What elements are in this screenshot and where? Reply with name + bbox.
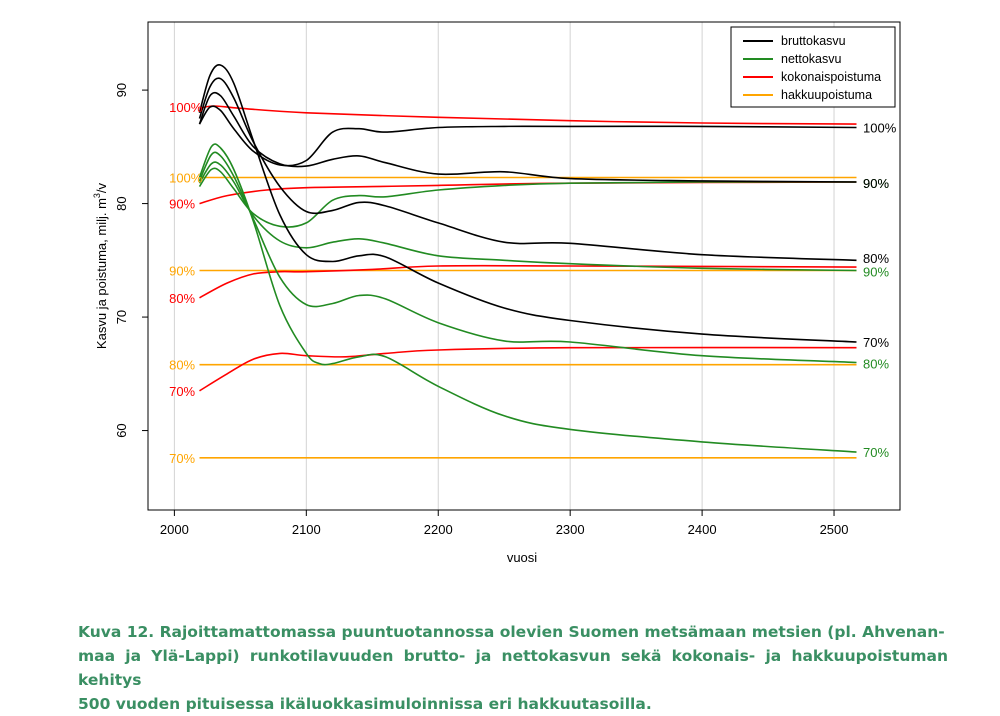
series-line-bruttokasvu-70- (198, 64, 857, 343)
series-line-nettokasvu-100- (198, 167, 857, 228)
figure-caption: Kuva 12. Rajoittamattomassa puuntuotanno… (78, 620, 948, 716)
y-tick-label: 80 (114, 196, 129, 210)
series-line-nettokasvu-90- (198, 161, 857, 272)
x-tick-label: 2500 (820, 522, 849, 537)
line-label: 70% (863, 335, 889, 350)
line-label: 70% (863, 445, 889, 460)
axes: 2000 2100 2200 2300 2400 2500 60 70 80 90 (114, 83, 848, 537)
series-line-kokonaispoistuma-80- (199, 264, 857, 299)
series-lines (198, 64, 857, 459)
line-label: 100% (863, 121, 897, 136)
caption-line-1: Kuva 12. Rajoittamattomassa puuntuotanno… (78, 623, 945, 641)
legend: bruttokasvu nettokasvu kokonaispoistuma hak… (730, 26, 896, 108)
y-tick-label: 90 (114, 83, 129, 97)
line-label: 80% (169, 291, 195, 306)
line-label: 100% (169, 170, 203, 185)
line-label: 80% (863, 251, 889, 266)
series-line-kokonaispoistuma-100- (199, 105, 857, 125)
y-axis-label: Kasvu ja poistuma, milj. m3/v (92, 182, 109, 349)
series-line-bruttokasvu-100- (198, 105, 857, 167)
legend-label: hakkuupoistuma (781, 88, 872, 102)
y-axis-label-unit: /v (94, 182, 109, 193)
series-line-kokonaispoistuma-90- (199, 181, 857, 205)
series-line-kokonaispoistuma-70- (199, 346, 857, 392)
series-line-bruttokasvu-80- (198, 77, 857, 262)
line-label: 90% (169, 264, 195, 279)
x-tick-label: 2100 (292, 522, 321, 537)
line-label: 90% (863, 265, 889, 280)
x-axis-label: vuosi (507, 550, 537, 565)
x-tick-label: 2300 (556, 522, 585, 537)
line-label: 80% (169, 358, 195, 373)
line-labels: 100%100%90%90%80%80%70%70%100%90%90%80%9… (169, 100, 897, 466)
line-label: 100% (169, 100, 203, 115)
series-line-nettokasvu-80- (198, 151, 857, 364)
x-tick-label: 2200 (424, 522, 453, 537)
series-line-nettokasvu-70- (198, 143, 857, 453)
series-line-bruttokasvu-90- (198, 91, 857, 183)
plot-frame (147, 21, 901, 511)
x-tick-label: 2400 (688, 522, 717, 537)
line-label: 90% (169, 197, 195, 212)
legend-label: kokonaispoistuma (781, 70, 881, 84)
line-label: 70% (169, 384, 195, 399)
line-label: 70% (169, 451, 195, 466)
y-tick-label: 60 (114, 423, 129, 437)
x-tick-label: 2000 (160, 522, 189, 537)
y-axis-label-superscript: 3 (92, 193, 102, 198)
line-chart: 2000 2100 2200 2300 2400 2500 60 70 80 90 100% 100… (92, 21, 901, 565)
caption-line-3: 500 vuoden pituisessa ikäluokkasimuloinn… (78, 695, 652, 713)
legend-label: nettokasvu (781, 52, 842, 66)
y-tick-label: 70 (114, 310, 129, 324)
caption-line-2: maa ja Ylä-Lappi) runkotilavuuden brutto… (78, 647, 948, 689)
line-label: 90% (863, 176, 889, 191)
legend-label: bruttokasvu (781, 34, 846, 48)
line-label: 90% (863, 176, 889, 191)
y-axis-label-main: Kasvu ja poistuma, milj. m (94, 198, 109, 349)
line-label: 80% (863, 357, 889, 372)
